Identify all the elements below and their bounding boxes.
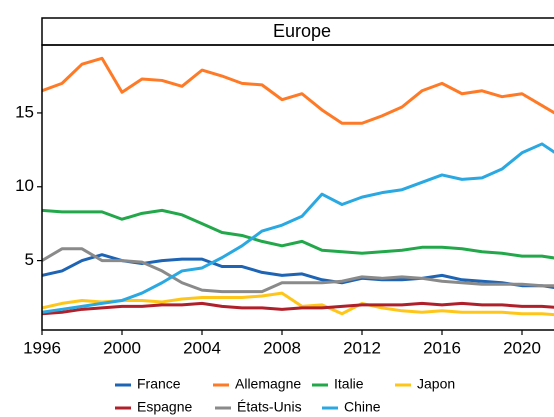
y-tick-label: 10 (15, 176, 34, 195)
series-line (42, 142, 554, 314)
x-tick-label: 2012 (343, 338, 381, 357)
legend-label: France (137, 376, 181, 392)
facet-header (41, 17, 554, 46)
x-tick-label: 1996 (23, 338, 61, 357)
y-tick-label: 5 (25, 250, 34, 269)
x-tick-label: 2000 (103, 338, 141, 357)
legend-label: Chine (344, 399, 381, 415)
legend-label: Espagne (137, 399, 192, 415)
legend-label: Italie (334, 376, 364, 392)
facet-title: Europe (273, 21, 331, 41)
y-tick-label: 15 (15, 102, 34, 121)
plot-frame (41, 44, 554, 331)
x-tick-label: 2004 (183, 338, 221, 357)
x-tick-label: 2020 (503, 338, 541, 357)
legend-label: Allemagne (235, 376, 301, 392)
x-tick-label: 2008 (263, 338, 301, 357)
series-line (42, 247, 554, 294)
series-line (42, 301, 554, 316)
series-line (42, 56, 554, 125)
legend-label: Japon (417, 376, 455, 392)
legend-label: États-Unis (237, 399, 302, 415)
x-tick-label: 2016 (423, 338, 461, 357)
series-line (42, 208, 554, 260)
